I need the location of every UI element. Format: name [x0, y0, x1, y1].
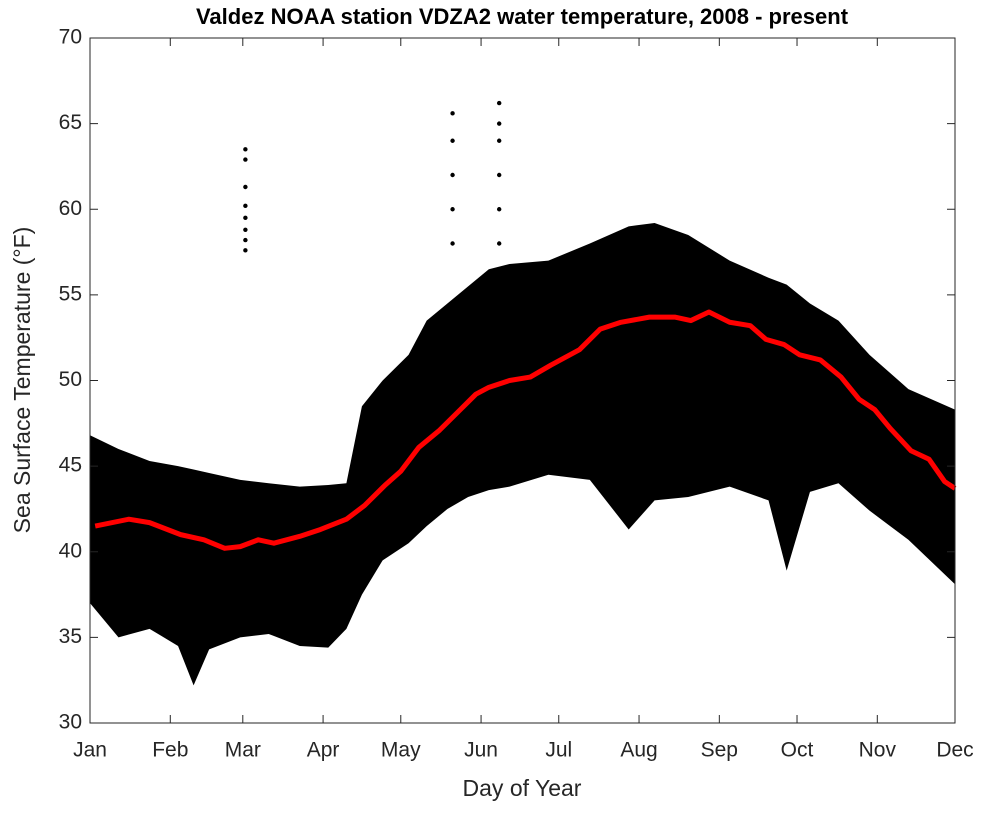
- x-tick-label: Jun: [464, 739, 498, 762]
- data-point: [496, 241, 502, 246]
- data-point: [243, 147, 248, 152]
- y-tick-label: 60: [59, 197, 82, 220]
- chart-title: Valdez NOAA station VDZA2 water temperat…: [196, 4, 849, 29]
- x-tick-label: Aug: [620, 739, 657, 762]
- data-point: [496, 138, 502, 143]
- mean-line: [94, 309, 957, 551]
- x-tick-label: Dec: [936, 739, 973, 762]
- data-point: [243, 203, 248, 209]
- data-point: [450, 172, 455, 178]
- y-axis-label: Sea Surface Temperature (°F): [9, 227, 35, 534]
- y-tick-label: 65: [59, 111, 82, 134]
- y-tick-label: 30: [59, 711, 82, 734]
- data-point: [243, 157, 248, 162]
- y-tick-label: 70: [59, 26, 82, 49]
- x-tick-label: Apr: [307, 739, 340, 762]
- data-point: [496, 207, 502, 212]
- y-tick-label: 55: [59, 282, 82, 305]
- y-tick-label: 45: [59, 454, 82, 477]
- data-point: [243, 237, 248, 243]
- data-point: [243, 184, 248, 190]
- data-point: [496, 100, 502, 106]
- x-tick-label: Sep: [701, 739, 738, 762]
- x-tick-label: Jul: [545, 739, 572, 762]
- data-range-area: [90, 222, 955, 686]
- data-point: [243, 215, 248, 221]
- x-tick-label: Oct: [781, 739, 814, 762]
- y-tick-label: 35: [59, 625, 82, 648]
- y-tick-label: 50: [59, 368, 82, 391]
- x-tick-label: Jan: [73, 739, 107, 762]
- data-point: [450, 111, 455, 116]
- y-tick-label: 40: [59, 539, 82, 562]
- data-point: [243, 227, 248, 232]
- data-point: [243, 248, 248, 253]
- x-tick-label: Mar: [225, 739, 261, 762]
- data-point: [450, 207, 455, 212]
- x-tick-label: May: [381, 739, 421, 762]
- x-tick-label: Nov: [859, 739, 897, 762]
- data-point: [450, 241, 455, 246]
- data-point: [496, 172, 502, 178]
- data-point: [496, 121, 502, 126]
- data-point: [450, 138, 455, 143]
- x-tick-label: Feb: [152, 739, 188, 762]
- x-axis-label: Day of Year: [463, 775, 582, 801]
